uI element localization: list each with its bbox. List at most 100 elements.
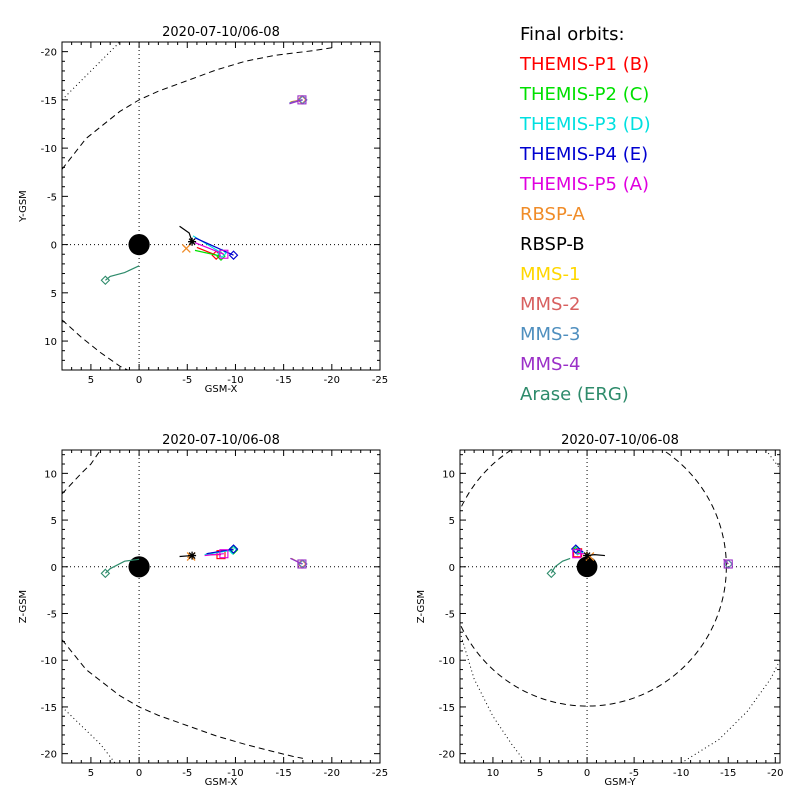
orbit-marker-diamond bbox=[546, 568, 557, 579]
y-tick-label: -15 bbox=[41, 703, 57, 714]
orbit-marker-asterisk bbox=[188, 237, 197, 246]
orbit-track bbox=[550, 557, 571, 574]
legend-item: THEMIS-P4 (E) bbox=[520, 144, 649, 165]
x-tick-label: -5 bbox=[629, 768, 639, 779]
x-tick-label: -25 bbox=[372, 375, 388, 386]
y-tick-label: 10 bbox=[44, 337, 57, 348]
plot-frame bbox=[61, 41, 381, 371]
orbit-track bbox=[290, 557, 303, 565]
y-tick-label: -20 bbox=[439, 750, 455, 761]
y-tick-label: -10 bbox=[41, 656, 57, 667]
legend: Final orbits: THEMIS-P1 (B) THEMIS-P2 (C)… bbox=[520, 22, 790, 412]
legend-item: THEMIS-P5 (A) bbox=[520, 174, 650, 195]
orbit-marker-square bbox=[297, 559, 307, 569]
y-tick-label: -20 bbox=[41, 750, 57, 761]
y-tick-label: -10 bbox=[439, 656, 455, 667]
orbit-marker-diamond bbox=[100, 275, 111, 286]
legend-item: MMS-2 bbox=[520, 294, 581, 315]
orbit-track bbox=[289, 99, 303, 105]
orbit-track bbox=[104, 265, 140, 281]
orbit-marker-diamond bbox=[228, 545, 239, 555]
plot-frame bbox=[459, 449, 781, 764]
y-tick-label: -15 bbox=[439, 703, 455, 714]
boundary-curve bbox=[62, 450, 101, 495]
x-axis-label: GSM-X bbox=[205, 384, 238, 395]
boundary-curve bbox=[62, 42, 121, 101]
legend-item: RBSP-A bbox=[520, 204, 585, 225]
orbit-marker-asterisk bbox=[583, 551, 592, 560]
orbit-marker-square bbox=[219, 249, 229, 259]
orbit-track bbox=[194, 237, 234, 256]
x-tick-label: -5 bbox=[182, 375, 192, 386]
y-axis-label: Z-GSM bbox=[416, 590, 427, 623]
x-tick-label: -20 bbox=[324, 375, 340, 386]
orbit-marker-diamond bbox=[228, 250, 239, 260]
boundary-curve bbox=[62, 47, 332, 170]
y-tick-label: 5 bbox=[51, 516, 57, 527]
y-tick-label: -20 bbox=[41, 48, 57, 59]
x-tick-label: -15 bbox=[720, 768, 736, 779]
legend-item: MMS-3 bbox=[520, 324, 581, 345]
x-tick-label: 5 bbox=[88, 375, 94, 386]
orbit-marker-diamond bbox=[570, 544, 581, 554]
panel-title: 2020-07-10/06-08 bbox=[162, 433, 280, 448]
x-tick-label: -10 bbox=[673, 768, 689, 779]
x-tick-label: -25 bbox=[372, 768, 388, 779]
panel-title: 2020-07-10/06-08 bbox=[561, 433, 679, 448]
orbit-marker-diamond bbox=[228, 544, 239, 554]
boundary-curve bbox=[62, 319, 128, 370]
x-tick-label: -15 bbox=[275, 375, 291, 386]
orbit-marker-square bbox=[297, 95, 307, 105]
earth-disk bbox=[128, 556, 150, 578]
orbit-marker-square bbox=[572, 549, 582, 559]
x-tick-label: -20 bbox=[324, 768, 340, 779]
orbit-marker-diamond bbox=[100, 568, 111, 579]
x-tick-label: -10 bbox=[227, 768, 243, 779]
boundary-curve bbox=[460, 632, 527, 763]
orbit-track bbox=[179, 225, 193, 242]
boundary-curve bbox=[765, 450, 780, 469]
y-tick-label: 0 bbox=[51, 563, 57, 574]
legend-item: MMS-4 bbox=[520, 354, 581, 375]
y-tick-label: 0 bbox=[51, 241, 57, 252]
y-tick-label: -5 bbox=[445, 610, 455, 621]
x-tick-label: 5 bbox=[88, 768, 94, 779]
orbit-track bbox=[194, 249, 222, 257]
plot-frame bbox=[61, 449, 381, 764]
x-tick-label: 0 bbox=[584, 768, 590, 779]
panel-3: 2020-07-10/06-08 GSM-Y Z-GSM 10 5 0 -5 -10 -15 -2… bbox=[416, 433, 783, 788]
plot-area bbox=[62, 42, 380, 370]
y-tick-label: -5 bbox=[47, 192, 57, 203]
y-tick-label: -10 bbox=[41, 144, 57, 155]
x-tick-label: 0 bbox=[136, 375, 142, 386]
boundary-curve bbox=[62, 639, 304, 759]
legend-item: MMS-1 bbox=[520, 264, 581, 285]
panel-title: 2020-07-10/06-08 bbox=[162, 25, 280, 40]
x-tick-label: -10 bbox=[227, 375, 243, 386]
earth-disk bbox=[576, 556, 598, 578]
y-tick-label: 10 bbox=[442, 469, 455, 480]
orbit-marker-square bbox=[723, 559, 733, 569]
orbit-track bbox=[204, 553, 224, 557]
legend-item: RBSP-B bbox=[520, 234, 585, 255]
x-tick-label: -15 bbox=[275, 768, 291, 779]
orbit-marker-x bbox=[181, 243, 191, 253]
legend-item: THEMIS-P3 (D) bbox=[520, 114, 651, 135]
y-axis-label: Z-GSM bbox=[18, 590, 29, 623]
y-tick-label: 10 bbox=[44, 469, 57, 480]
orbit-marker-asterisk bbox=[188, 551, 197, 560]
legend-item: Arase (ERG) bbox=[520, 384, 629, 405]
legend-item: THEMIS-P1 (B) bbox=[520, 54, 650, 75]
legend-items: THEMIS-P1 (B) THEMIS-P2 (C) THEMIS-P3 (D) T… bbox=[520, 52, 790, 412]
legend-title: Final orbits: bbox=[520, 24, 625, 45]
x-tick-label: 5 bbox=[537, 768, 543, 779]
y-tick-label: 0 bbox=[449, 563, 455, 574]
legend-item: THEMIS-P2 (C) bbox=[520, 84, 650, 105]
x-tick-label: -5 bbox=[182, 768, 192, 779]
x-axis-label: GSM-Y bbox=[604, 777, 636, 788]
y-tick-label: 5 bbox=[51, 289, 57, 300]
panel-2: 2020-07-10/06-08 GSM-X Z-GSM 5 0 -5 -10 -15 -20 -… bbox=[18, 433, 388, 788]
y-axis-label: Y-GSM bbox=[18, 190, 29, 223]
x-tick-label: -20 bbox=[767, 768, 783, 779]
